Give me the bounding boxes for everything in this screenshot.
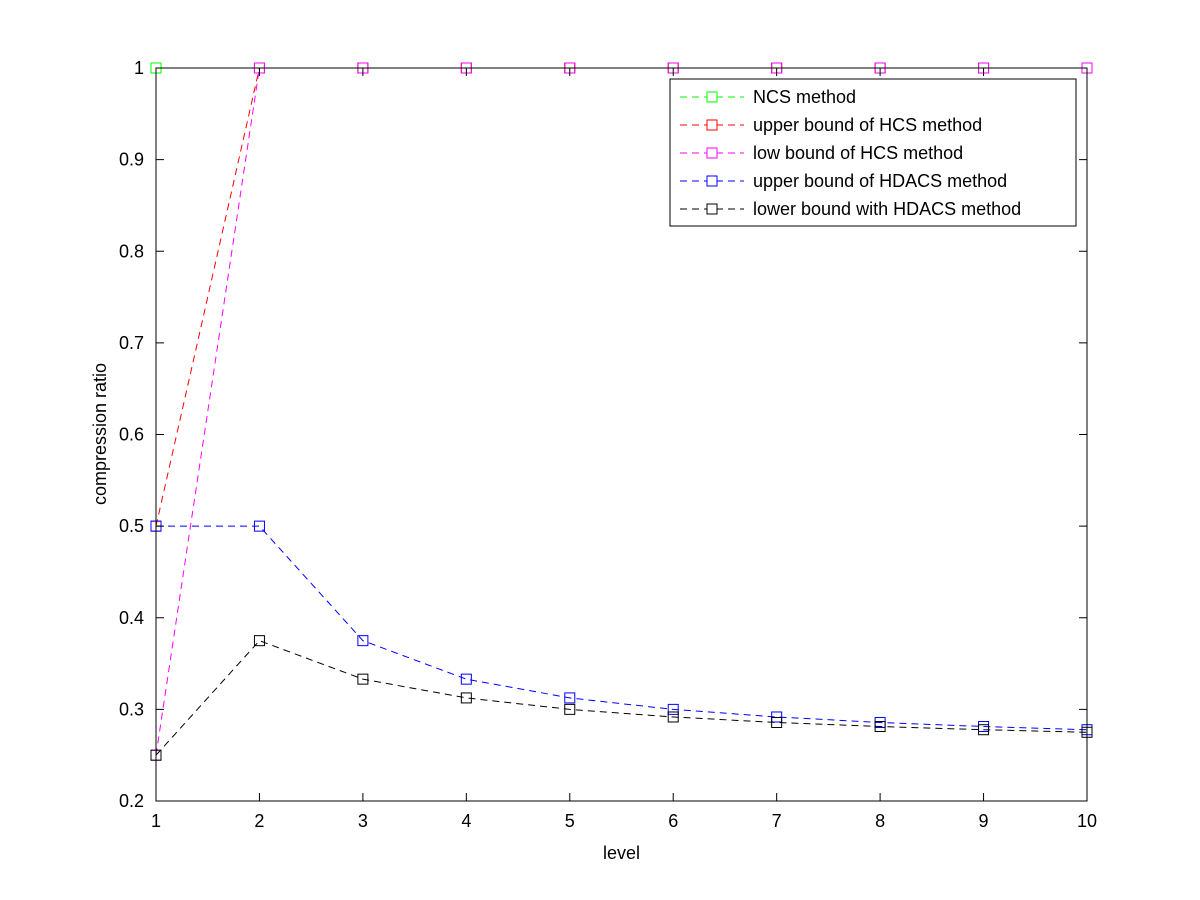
data-point-upper-bound-of-hdacs-method (667, 703, 679, 715)
series-line-lower-bound-with-hdacs-method (155, 640, 1088, 756)
data-point-lower-bound-with-hdacs-method (460, 692, 472, 704)
y-tick-label: 0.6 (119, 425, 144, 445)
y-tick-label: 0.8 (119, 241, 144, 261)
legend-marker-sample (706, 91, 718, 103)
data-point-lower-bound-with-hdacs-method (771, 716, 783, 728)
x-tick-label: 4 (461, 811, 471, 831)
data-point-upper-bound-of-hdacs-method (460, 673, 472, 685)
x-axis-label: level (603, 843, 640, 863)
legend-entry-label: low bound of HCS method (753, 143, 963, 163)
x-tick-label: 9 (979, 811, 989, 831)
data-point-lower-bound-with-hdacs-method (667, 711, 679, 723)
x-tick-label: 3 (358, 811, 368, 831)
y-tick-label: 0.4 (119, 608, 144, 628)
legend-marker-sample (706, 175, 718, 187)
x-tick-label: 6 (668, 811, 678, 831)
x-tick-label: 7 (772, 811, 782, 831)
x-tick-label: 5 (565, 811, 575, 831)
data-point-upper-bound-of-hdacs-method (564, 692, 576, 704)
legend: NCS method upper bound of HCS method low b… (669, 78, 1077, 227)
data-point-upper-bound-of-hdacs-method (357, 635, 369, 647)
x-tick-label: 1 (151, 811, 161, 831)
x-tick-label: 2 (254, 811, 264, 831)
data-point-upper-bound-of-hdacs-method (253, 520, 265, 532)
y-tick-label: 0.9 (119, 150, 144, 170)
y-tick-label: 1 (134, 58, 144, 78)
legend-marker-sample (706, 147, 718, 159)
series-line-upper-bound-of-hdacs-method (156, 525, 1088, 731)
legend-box (669, 78, 1077, 227)
y-tick-label: 0.2 (119, 791, 144, 811)
legend-entry-label: upper bound of HCS method (753, 115, 982, 135)
legend-entry-label: NCS method (753, 87, 856, 107)
axis-ticks: 1 2 3 4 5 6 7 8 9 10 0.2 0.3 0.4 0.5 0.6 0.7 0.8 0.9 1 (119, 58, 1097, 831)
y-tick-label: 0.5 (119, 516, 144, 536)
data-point-lower-bound-with-hdacs-method (253, 635, 265, 647)
data-point-lower-bound-with-hdacs-method (874, 721, 886, 733)
data-point-lower-bound-with-hdacs-method (357, 673, 369, 685)
x-tick-label: 10 (1077, 811, 1097, 831)
legend-entry-label: upper bound of HDACS method (753, 171, 1007, 191)
y-tick-label: 0.7 (119, 333, 144, 353)
legend-entry-label: lower bound with HDACS method (753, 199, 1021, 219)
legend-marker-sample (706, 119, 718, 131)
x-tick-label: 8 (875, 811, 885, 831)
y-axis-label: compression ratio (90, 363, 110, 505)
legend-marker-sample (706, 203, 718, 215)
data-point-lower-bound-with-hdacs-method (564, 703, 576, 715)
data-point-lower-bound-with-hdacs-method (978, 724, 990, 736)
y-tick-label: 0.3 (119, 699, 144, 719)
